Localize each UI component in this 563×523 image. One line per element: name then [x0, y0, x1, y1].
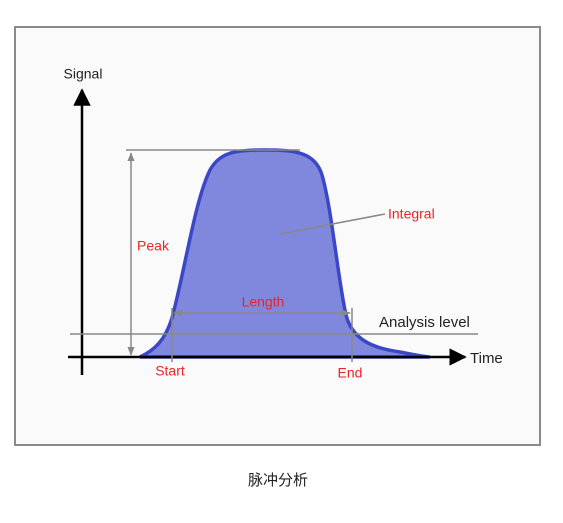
y-axis-label: Signal: [64, 66, 103, 82]
start-label: Start: [155, 363, 185, 379]
x-axis-label: Time: [470, 350, 503, 367]
caption: 脉冲分析: [248, 472, 308, 489]
integral-label: Integral: [388, 206, 435, 222]
analysis-level-label: Analysis level: [379, 314, 470, 331]
length-label: Length: [242, 294, 285, 310]
pulse: [139, 148, 431, 359]
peak-label: Peak: [137, 238, 170, 254]
end-label: End: [338, 365, 363, 381]
integral-leader: [279, 213, 386, 235]
